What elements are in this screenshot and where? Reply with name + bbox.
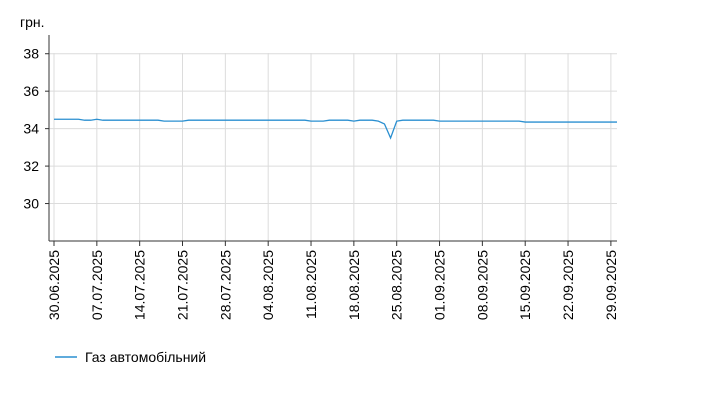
x-tick-label: 15.09.2025 [517, 250, 533, 320]
x-tick-label: 22.09.2025 [560, 250, 576, 320]
x-tick-label: 18.08.2025 [346, 250, 362, 320]
x-tick-label: 14.07.2025 [132, 250, 148, 320]
x-tick-label: 08.09.2025 [474, 250, 490, 320]
y-axis-label: грн. [20, 14, 45, 30]
x-tick-label: 11.08.2025 [303, 250, 319, 319]
y-tick-label: 32 [23, 158, 39, 174]
line [54, 118, 617, 140]
x-tick-label: 30.06.2025 [46, 250, 62, 320]
x-tick-label: 25.08.2025 [389, 250, 405, 320]
y-tick-label: 34 [23, 121, 39, 137]
x-tick-label: 29.09.2025 [603, 250, 619, 320]
legend-label: Газ автомобільний [85, 349, 206, 365]
x-tick-label: 04.08.2025 [260, 250, 276, 320]
x-tick-label: 28.07.2025 [217, 250, 233, 320]
x-tick-label: 07.07.2025 [89, 250, 105, 320]
x-tick-label: 21.07.2025 [175, 250, 191, 320]
y-tick-label: 38 [23, 46, 39, 62]
y-tick-label: 36 [23, 83, 39, 99]
x-tick-label: 01.09.2025 [432, 250, 448, 320]
y-tick-label: 30 [23, 196, 39, 212]
